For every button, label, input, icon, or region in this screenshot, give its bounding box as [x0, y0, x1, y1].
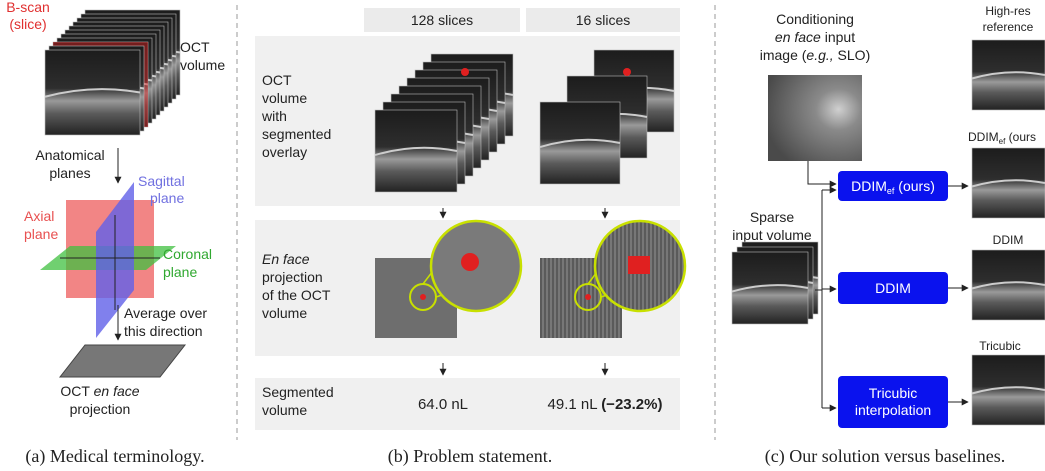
caption: (c) Our solution versus baselines.: [765, 446, 1005, 467]
label: input volume: [732, 227, 812, 243]
label: Axial: [24, 208, 54, 224]
label: of the OCT: [262, 287, 331, 303]
label: projection: [262, 269, 323, 285]
output-label: DDIM: [993, 233, 1024, 247]
label: Segmented: [262, 384, 334, 400]
caption: (a) Medical terminology.: [25, 446, 204, 467]
column-header: 16 slices: [576, 12, 630, 28]
label: Coronal: [163, 246, 212, 262]
label: volume: [262, 402, 307, 418]
value: 49.1 nL (−23.2%): [548, 396, 663, 413]
lesion: [461, 253, 479, 271]
method-label: interpolation: [855, 402, 931, 418]
label: overlay: [262, 144, 307, 160]
figure: B-scan (slice) OCT volume Anatomical pla…: [0, 0, 1045, 471]
label: Average over: [124, 305, 207, 321]
label: OCT en face: [60, 383, 139, 399]
label: plane: [163, 264, 197, 280]
label: volume: [180, 57, 225, 73]
output-label: Tricubic: [979, 339, 1021, 353]
label: (slice): [9, 16, 46, 32]
label: planes: [49, 165, 90, 181]
column-header: 128 slices: [411, 12, 473, 28]
arrow: [808, 161, 836, 184]
label: Conditioning: [776, 11, 854, 27]
slo-image: [768, 75, 862, 161]
label: with: [261, 108, 287, 124]
lesion: [585, 294, 591, 300]
method-label: DDIM: [875, 280, 911, 296]
label: OCT: [262, 72, 292, 88]
label: OCT: [180, 39, 210, 55]
label: projection: [70, 401, 131, 417]
label: Sagittal: [138, 173, 185, 189]
en-face-image: [60, 345, 185, 377]
label: segmented: [262, 126, 331, 142]
label: plane: [150, 190, 184, 206]
oct-volume-stack: [45, 10, 180, 135]
label: Sparse: [750, 209, 795, 225]
method-label: Tricubic: [869, 385, 918, 401]
output-label: High-res: [985, 4, 1030, 18]
label: plane: [24, 226, 58, 242]
lesion: [623, 68, 631, 76]
lesion: [420, 294, 426, 300]
label: volume: [262, 305, 307, 321]
lesion: [628, 256, 650, 274]
label: this direction: [124, 323, 203, 339]
label: En face: [262, 251, 310, 267]
caption: (b) Problem statement.: [388, 446, 552, 467]
label: Anatomical: [35, 147, 104, 163]
value: 64.0 nL: [418, 396, 468, 413]
label: B-scan: [6, 0, 50, 15]
label: volume: [262, 90, 307, 106]
sparse-volume: [732, 242, 818, 324]
output-label: DDIMef (ours: [968, 130, 1036, 146]
label: image (e.g., SLO): [760, 47, 871, 63]
output-label: reference: [983, 20, 1034, 34]
label: en face input: [775, 29, 855, 45]
lesion: [461, 68, 469, 76]
